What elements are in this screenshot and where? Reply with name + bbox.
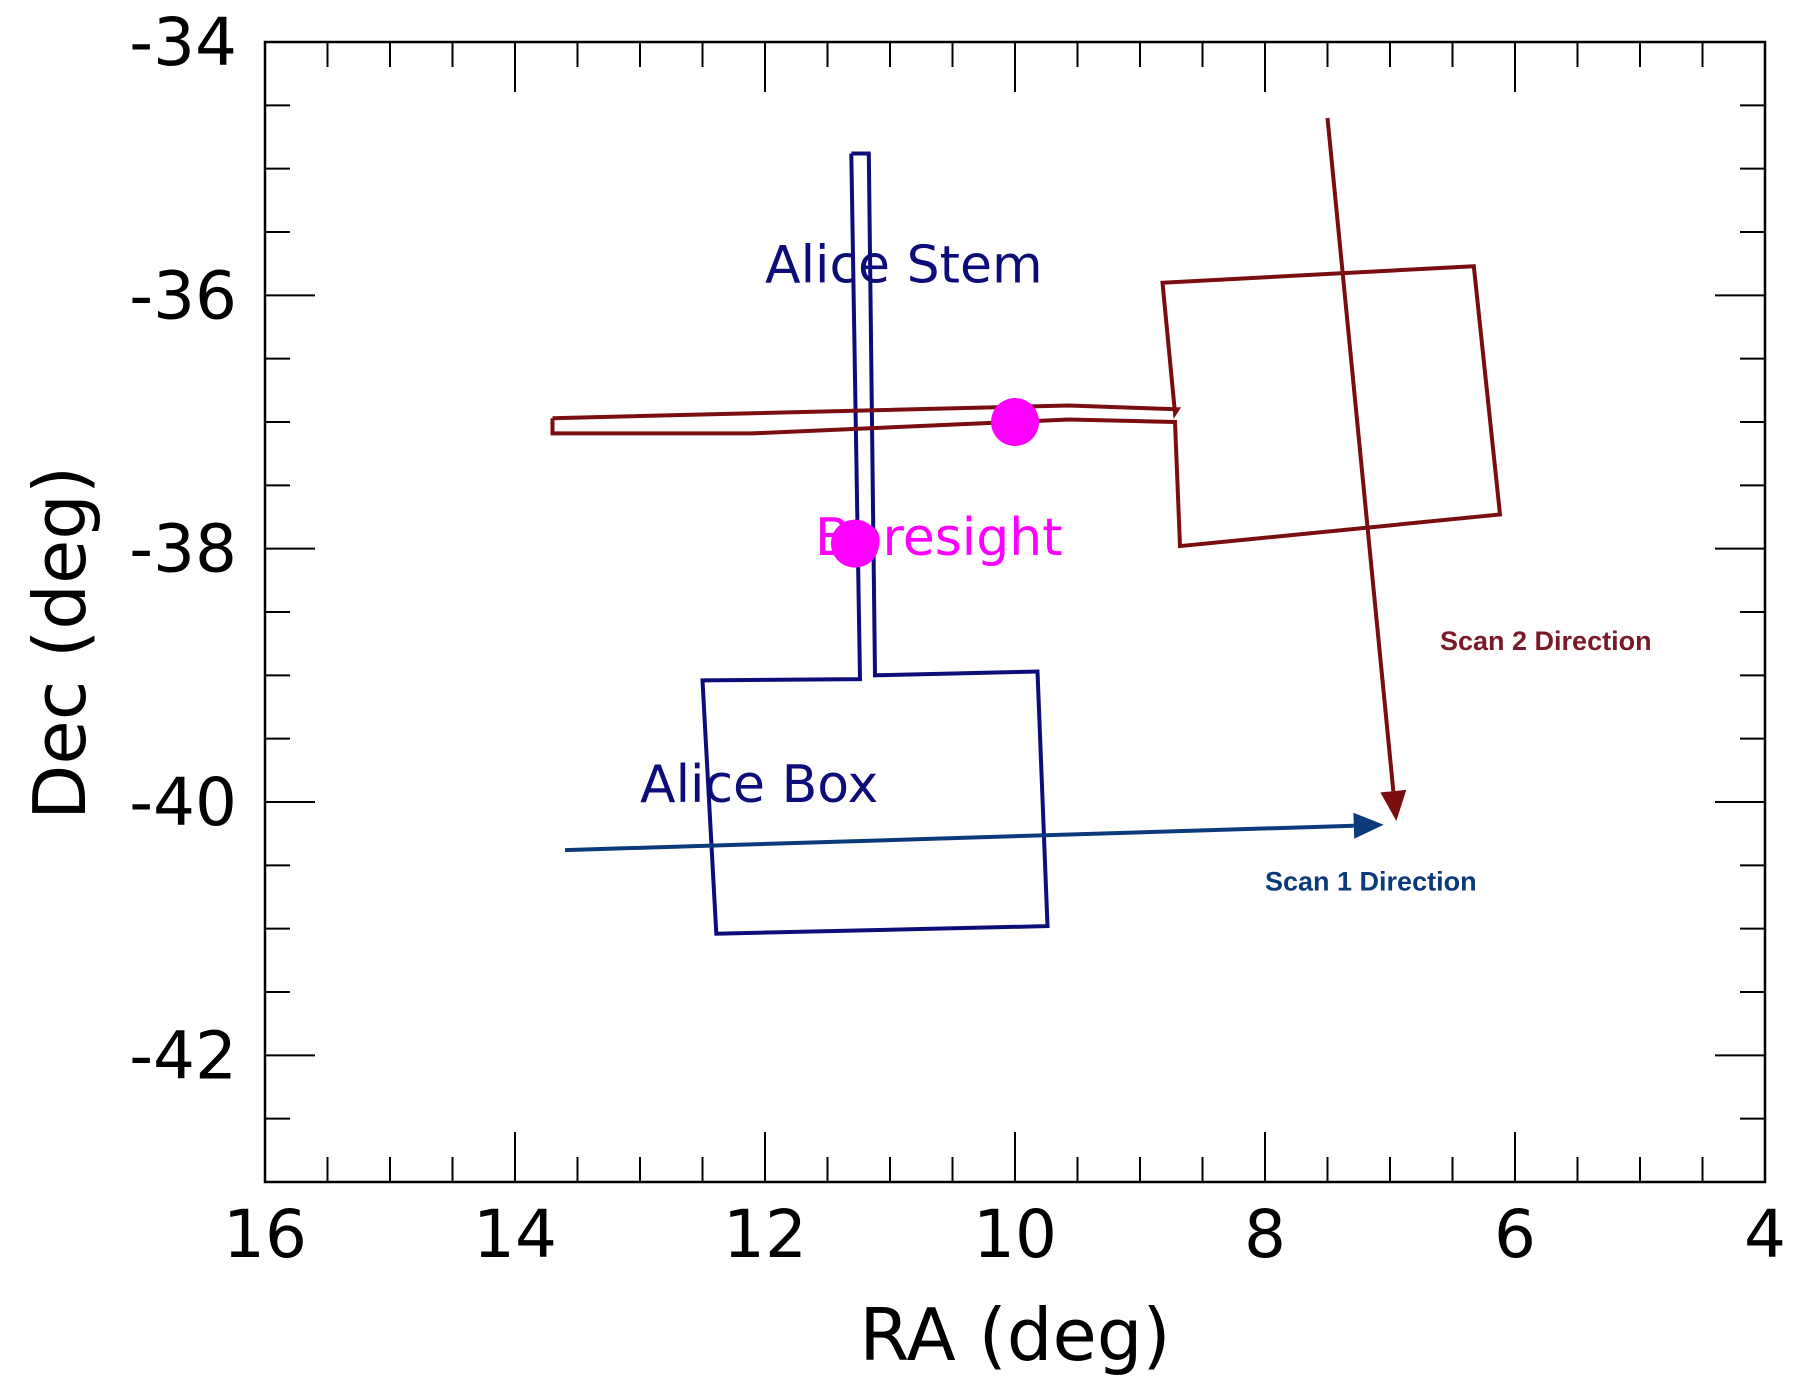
boresight-point xyxy=(831,519,879,568)
arrows-layer xyxy=(564,117,1407,853)
scan-2-direction-label: Scan 2 Direction xyxy=(1440,626,1652,656)
x-tick-label: 12 xyxy=(723,1196,807,1273)
x-tick-label: 4 xyxy=(1744,1196,1786,1273)
axes-layer: 16 14 12 10 8 6 4 -34 -36 -38 -40 -42 xyxy=(129,4,1786,1273)
x-axis-label: RA (deg) xyxy=(859,1293,1170,1377)
boresight-point xyxy=(991,398,1039,446)
scan-2-direction-arrow-head xyxy=(1380,789,1407,821)
x-tick-label: 16 xyxy=(223,1196,307,1273)
y-tick-label: -36 xyxy=(129,257,237,334)
y-tick-label: -34 xyxy=(129,4,237,81)
alice-stem-label: Alice Stem xyxy=(765,236,1043,296)
x-tick-label: 6 xyxy=(1494,1196,1536,1273)
annotations-layer: Alice Stem Boresight Alice Box Scan 2 Direc… xyxy=(640,236,1652,897)
alice-box-label: Alice Box xyxy=(640,755,878,815)
plot-frame xyxy=(263,40,1767,1184)
footprint-outline xyxy=(550,264,1503,549)
scan-1-direction-label: Scan 1 Direction xyxy=(1265,867,1477,897)
boresight-label: Boresight xyxy=(815,508,1063,568)
points-layer xyxy=(831,398,1039,568)
x-tick-label: 14 xyxy=(473,1196,557,1273)
scan-2-direction-arrow xyxy=(1325,117,1396,792)
footprint-outline xyxy=(700,151,1050,936)
series-layer xyxy=(550,151,1503,936)
y-tick-label: -38 xyxy=(129,511,237,588)
x-tick-label: 10 xyxy=(973,1196,1057,1273)
scan-1-direction-arrow-head xyxy=(1353,812,1384,839)
y-axis-label: Dec (deg) xyxy=(18,466,102,820)
scan-1-direction-arrow xyxy=(564,823,1354,853)
x-tick-label: 8 xyxy=(1244,1196,1286,1273)
y-tick-label: -42 xyxy=(129,1017,237,1094)
y-tick-label: -40 xyxy=(129,764,237,841)
